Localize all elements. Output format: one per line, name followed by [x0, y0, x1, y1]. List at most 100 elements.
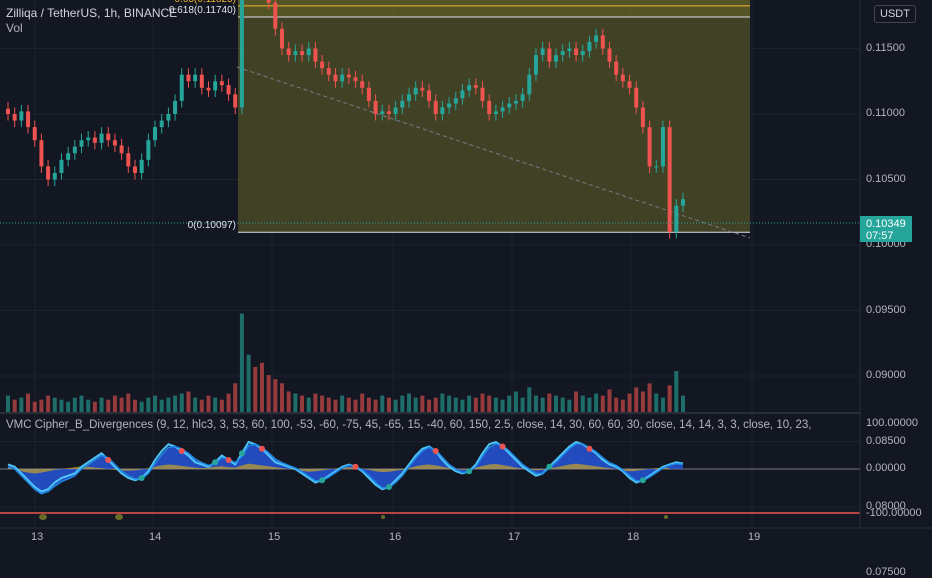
volume-bar: [253, 366, 258, 412]
candle-body: [340, 74, 345, 82]
volume-bar: [473, 397, 478, 412]
candle-body: [6, 108, 10, 114]
volume-bar: [206, 395, 211, 412]
candle-body: [306, 48, 311, 56]
cross-dot: [499, 443, 506, 450]
volume-bar: [119, 397, 124, 412]
candle-body: [320, 61, 325, 69]
cross-dot: [385, 484, 392, 490]
candle-body: [66, 153, 71, 160]
price-tick-label: 0.09000: [866, 369, 906, 381]
volume-bar: [306, 397, 311, 412]
volume-bar: [366, 397, 371, 412]
volume-bar: [400, 395, 405, 412]
volume-bar: [280, 383, 285, 412]
volume-bar: [273, 379, 278, 412]
candle-body: [594, 35, 599, 42]
time-tick-label: 18: [627, 531, 640, 543]
volume-bar: [300, 395, 305, 412]
candle-body: [286, 48, 291, 56]
volume-bar: [86, 399, 91, 412]
candle-body: [467, 85, 472, 91]
candle-body: [186, 74, 191, 82]
candle-body: [59, 159, 64, 173]
candle-body: [547, 48, 552, 62]
last-price-badge: 0.10349 07:57: [860, 216, 912, 242]
cross-dot: [639, 477, 646, 484]
cross-dot: [212, 459, 219, 466]
volume-bar: [674, 371, 679, 412]
volume-bar: [413, 397, 418, 412]
candle-body: [440, 107, 445, 114]
volume-bar: [46, 395, 51, 412]
candle-body: [560, 51, 565, 56]
volume-bar: [654, 393, 659, 412]
candle-body: [166, 114, 171, 121]
volume-bar: [72, 397, 77, 412]
volume-bar: [480, 393, 485, 412]
volume-bar: [239, 313, 244, 412]
volume-bar: [193, 397, 198, 412]
fib-level-label: 0(0.10097): [187, 220, 236, 232]
candle-body: [533, 55, 538, 75]
volume-bar: [39, 399, 44, 412]
wave-signal-line: [7, 442, 684, 495]
indicator-legend[interactable]: VMC Cipher_B_Divergences (9, 12, hlc3, 3…: [6, 419, 812, 431]
volume-bar: [587, 397, 592, 412]
candle-body: [413, 87, 418, 95]
candle-body: [447, 103, 452, 108]
volume-bar: [540, 397, 545, 412]
candle-body: [153, 127, 158, 141]
candle-body: [72, 146, 77, 154]
candle-body: [520, 94, 525, 101]
fibonacci-retracement: [238, 0, 750, 233]
candlesticks: [6, 0, 685, 239]
volume-bar: [66, 401, 71, 412]
volume-bar: [246, 354, 251, 412]
volume-bar: [346, 397, 351, 412]
candle-body: [353, 77, 358, 82]
candle-body: [112, 140, 117, 146]
candle-body: [126, 153, 131, 167]
signal-dot: [381, 515, 385, 519]
volume-bar: [333, 399, 338, 412]
volume-bar: [594, 393, 599, 412]
candle-body: [600, 35, 605, 49]
candle-body: [326, 68, 331, 75]
chart-canvas[interactable]: [0, 0, 932, 550]
volume-bar: [199, 399, 204, 412]
volume-bar: [26, 393, 31, 412]
candle-body: [193, 74, 198, 82]
time-tick-label: 13: [31, 531, 44, 543]
volume-bar: [560, 397, 565, 412]
candle-body: [500, 107, 505, 112]
osc-tick-label: 0.00000: [866, 462, 906, 474]
candle-body: [139, 159, 144, 173]
volume-bar: [447, 395, 452, 412]
volume-bar: [453, 397, 458, 412]
symbol-title[interactable]: Zilliqa / TetherUS, 1h, BINANCE: [6, 6, 178, 20]
cross-dot: [546, 463, 553, 470]
candle-body: [46, 166, 51, 180]
volume-bar: [660, 397, 665, 412]
signal-dot: [664, 515, 668, 519]
cross-dot: [178, 448, 185, 454]
candle-body: [159, 120, 164, 128]
candle-body: [667, 127, 672, 232]
candle-body: [406, 94, 411, 101]
volume-bar: [226, 393, 231, 412]
fib-zone-upper: [238, 0, 750, 18]
candle-body: [681, 199, 685, 206]
volume-label[interactable]: Vol: [6, 21, 23, 35]
candle-body: [386, 111, 391, 114]
candle-body: [119, 145, 124, 154]
currency-badge[interactable]: USDT: [874, 5, 916, 23]
candle-body: [647, 127, 652, 167]
candle-body: [480, 87, 485, 101]
candle-body: [380, 111, 385, 114]
cross-dot: [352, 463, 359, 470]
candle-body: [132, 166, 137, 173]
candle-body: [393, 107, 398, 114]
trend-line: [236, 66, 751, 239]
volume-bar: [266, 375, 271, 412]
